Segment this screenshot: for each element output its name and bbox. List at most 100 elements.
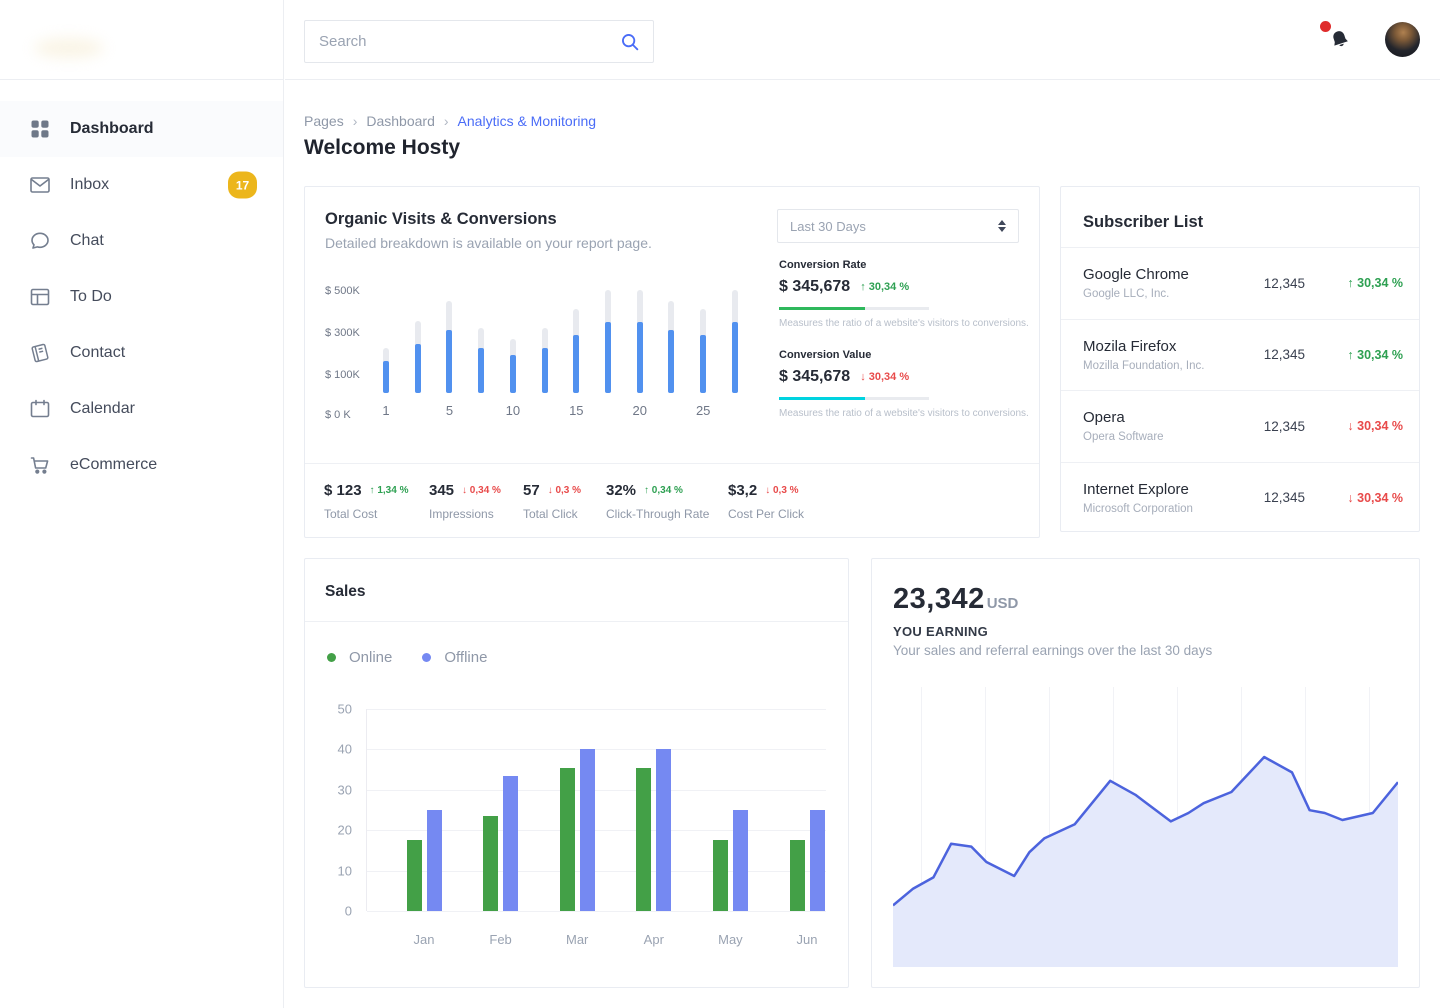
sidebar-item-contact[interactable]: Contact: [0, 325, 283, 381]
subscriber-count: 12,345: [1263, 418, 1305, 434]
search-icon[interactable]: [619, 31, 641, 53]
bell-icon: [1333, 31, 1348, 47]
organic-bar-visits: [541, 348, 548, 393]
metric-caption: Measures the ratio of a website's visito…: [779, 408, 1029, 419]
kpi-delta: ↓ 0,3 %: [765, 485, 799, 496]
sidebar-item-inbox[interactable]: Inbox 17: [0, 157, 283, 213]
subscriber-name: Opera: [1083, 409, 1125, 427]
inbox-count-badge: 17: [228, 171, 257, 199]
kpi-delta: ↓ 0,34 %: [462, 485, 501, 496]
search-box: [304, 20, 654, 63]
subscriber-company: Google LLC, Inc.: [1083, 288, 1170, 301]
metric-label: Conversion Value: [779, 349, 872, 361]
organic-bar: [383, 348, 389, 393]
metric-progress-fill: [779, 397, 865, 400]
sidebar-item-calendar[interactable]: Calendar: [0, 381, 283, 437]
subscriber-row[interactable]: Opera Opera Software 12,345 ↓ 30,34 %: [1061, 390, 1419, 462]
earnings-label: YOU EARNING: [893, 624, 989, 639]
select-arrows-icon: [998, 220, 1006, 232]
search-input[interactable]: [305, 33, 619, 50]
organic-bar: [605, 290, 612, 393]
organic-bar-visits: [383, 361, 389, 393]
organic-x-axis: 1 5 10 15 20 25: [382, 403, 739, 419]
cart-icon: [28, 453, 52, 477]
sales-bar-offline: [426, 810, 442, 911]
sidebar-item-todo[interactable]: To Do: [0, 269, 283, 325]
y-tick-label: 0: [344, 903, 352, 919]
sidebar-logo-area[interactable]: [0, 0, 283, 80]
card-subtitle: Detailed breakdown is available on your …: [325, 235, 652, 251]
sales-bar-online: [559, 767, 575, 911]
metric-delta: ↓ 30,34 %: [860, 371, 910, 383]
organic-bar-visits: [731, 322, 738, 393]
organic-metrics: Conversion Rate $ 345,678 ↑ 30,34 % Measure…: [779, 259, 1029, 439]
metric-progress: [779, 307, 929, 310]
subscriber-row[interactable]: Google Chrome Google LLC, Inc. 12,345 ↑ 30,…: [1061, 247, 1419, 319]
conversion-metric: Conversion Value $ 345,678 ↓ 30,34 % Measur…: [779, 349, 1029, 419]
kpi-value-row: $3,2 ↓ 0,3 %: [728, 482, 804, 499]
y-tick-label: 50: [337, 701, 352, 717]
notifications-button[interactable]: [1320, 21, 1354, 55]
legend-dot-offline: [422, 653, 432, 662]
y-tick-label: 30: [337, 782, 352, 798]
subscriber-name: Google Chrome: [1083, 266, 1189, 284]
x-tick-label: Apr: [643, 932, 664, 947]
sidebar-item-label: Dashboard: [70, 120, 154, 137]
legend-item-offline[interactable]: Offline: [422, 649, 487, 666]
kpi-stat: 32% ↑ 0,34 % Click-Through Rate: [606, 482, 709, 521]
kpi-delta: ↑ 0,34 %: [644, 485, 683, 496]
card-title: Subscriber List: [1083, 213, 1204, 231]
organic-bar: [668, 301, 675, 393]
kpi-value: $ 123: [324, 482, 362, 499]
subscriber-company: Mozilla Foundation, Inc.: [1083, 359, 1205, 372]
user-avatar[interactable]: [1385, 22, 1420, 57]
notification-dot: [1320, 21, 1331, 32]
organic-bars: [383, 283, 739, 393]
kpi-value: 57: [523, 482, 540, 499]
logo: [34, 38, 104, 58]
organic-bar: [573, 309, 580, 393]
breadcrumb-pages[interactable]: Pages: [304, 113, 344, 129]
sidebar-item-dashboard[interactable]: Dashboard: [0, 101, 283, 157]
metric-value: $ 345,678: [779, 278, 851, 295]
kpi-value: 345: [429, 482, 455, 499]
subscriber-count: 12,345: [1263, 490, 1305, 506]
subscriber-row[interactable]: Mozila Firefox Mozilla Foundation, Inc. 12…: [1061, 318, 1419, 391]
y-axis-label: $ 0 K: [325, 409, 351, 421]
breadcrumb-dashboard[interactable]: Dashboard: [366, 113, 435, 129]
subscriber-info: Google Chrome Google LLC, Inc.: [1083, 266, 1245, 300]
subscriber-list-card: Subscriber List Google Chrome Google LLC,…: [1060, 186, 1420, 532]
legend-label: Offline: [444, 649, 488, 666]
chevron-right-icon: ›: [443, 113, 449, 129]
y-tick-label: 40: [337, 741, 352, 757]
organic-bar: [414, 321, 421, 393]
conversion-metric: Conversion Rate $ 345,678 ↑ 30,34 % Measure…: [779, 259, 1029, 329]
kpi-label: Cost Per Click: [728, 507, 805, 521]
x-tick-label: Feb: [489, 932, 512, 947]
sidebar-item-chat[interactable]: Chat: [0, 213, 283, 269]
sidebar-item-ecommerce[interactable]: eCommerce: [0, 437, 283, 493]
sidebar-nav: Dashboard Inbox 17 Chat To Do: [0, 101, 283, 493]
sidebar-item-label: Chat: [70, 232, 104, 249]
metric-progress: [779, 397, 929, 400]
earnings-subtitle: Your sales and referral earnings over th…: [893, 643, 1213, 658]
kpi-value-row: 32% ↑ 0,34 %: [606, 482, 709, 499]
x-axis-label: 15: [569, 403, 584, 418]
earnings-area-svg: [893, 755, 1398, 967]
organic-bar: [731, 290, 738, 393]
subscriber-name: Mozila Firefox: [1083, 337, 1177, 355]
legend-item-online[interactable]: Online: [327, 649, 392, 666]
subscriber-row[interactable]: Internet Explore Microsoft Corporation 12,…: [1061, 461, 1419, 534]
period-select[interactable]: Last 30 Days: [777, 209, 1019, 243]
kpi-stat: $ 123 ↑ 1,34 % Total Cost: [324, 482, 408, 521]
breadcrumb-current[interactable]: Analytics & Monitoring: [457, 113, 597, 129]
layout-icon: [28, 285, 52, 309]
organic-bar: [636, 290, 643, 393]
organic-bar-visits: [573, 335, 580, 393]
sidebar: Dashboard Inbox 17 Chat To Do: [0, 0, 284, 1008]
breadcrumb: Pages › Dashboard › Analytics & Monitori…: [304, 113, 596, 129]
kpi-value: 32%: [606, 482, 637, 499]
organic-visits-card: Organic Visits & Conversions Detailed br…: [304, 186, 1040, 538]
y-axis-label: $ 500K: [325, 285, 360, 297]
